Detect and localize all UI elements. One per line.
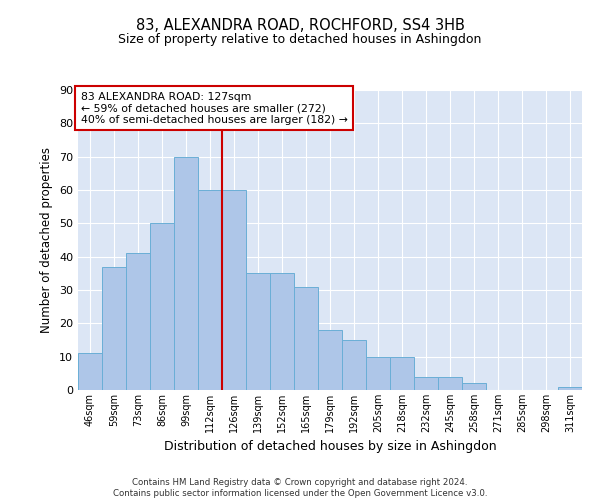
Bar	[198, 190, 222, 390]
Bar	[342, 340, 366, 390]
Text: Contains HM Land Registry data © Crown copyright and database right 2024.
Contai: Contains HM Land Registry data © Crown c…	[113, 478, 487, 498]
Text: 83, ALEXANDRA ROAD, ROCHFORD, SS4 3HB: 83, ALEXANDRA ROAD, ROCHFORD, SS4 3HB	[136, 18, 464, 32]
Bar	[318, 330, 342, 390]
Bar	[558, 386, 582, 390]
Bar	[102, 266, 126, 390]
Bar	[150, 224, 174, 390]
Bar	[246, 274, 270, 390]
Bar	[366, 356, 390, 390]
Text: 83 ALEXANDRA ROAD: 127sqm
← 59% of detached houses are smaller (272)
40% of semi: 83 ALEXANDRA ROAD: 127sqm ← 59% of detac…	[80, 92, 347, 124]
Bar	[414, 376, 438, 390]
Bar	[126, 254, 150, 390]
Bar	[462, 384, 486, 390]
Bar	[78, 354, 102, 390]
Bar	[294, 286, 318, 390]
Bar	[390, 356, 414, 390]
Text: Size of property relative to detached houses in Ashingdon: Size of property relative to detached ho…	[118, 32, 482, 46]
Bar	[222, 190, 246, 390]
Bar	[270, 274, 294, 390]
Y-axis label: Number of detached properties: Number of detached properties	[40, 147, 53, 333]
X-axis label: Distribution of detached houses by size in Ashingdon: Distribution of detached houses by size …	[164, 440, 496, 454]
Bar	[438, 376, 462, 390]
Bar	[174, 156, 198, 390]
